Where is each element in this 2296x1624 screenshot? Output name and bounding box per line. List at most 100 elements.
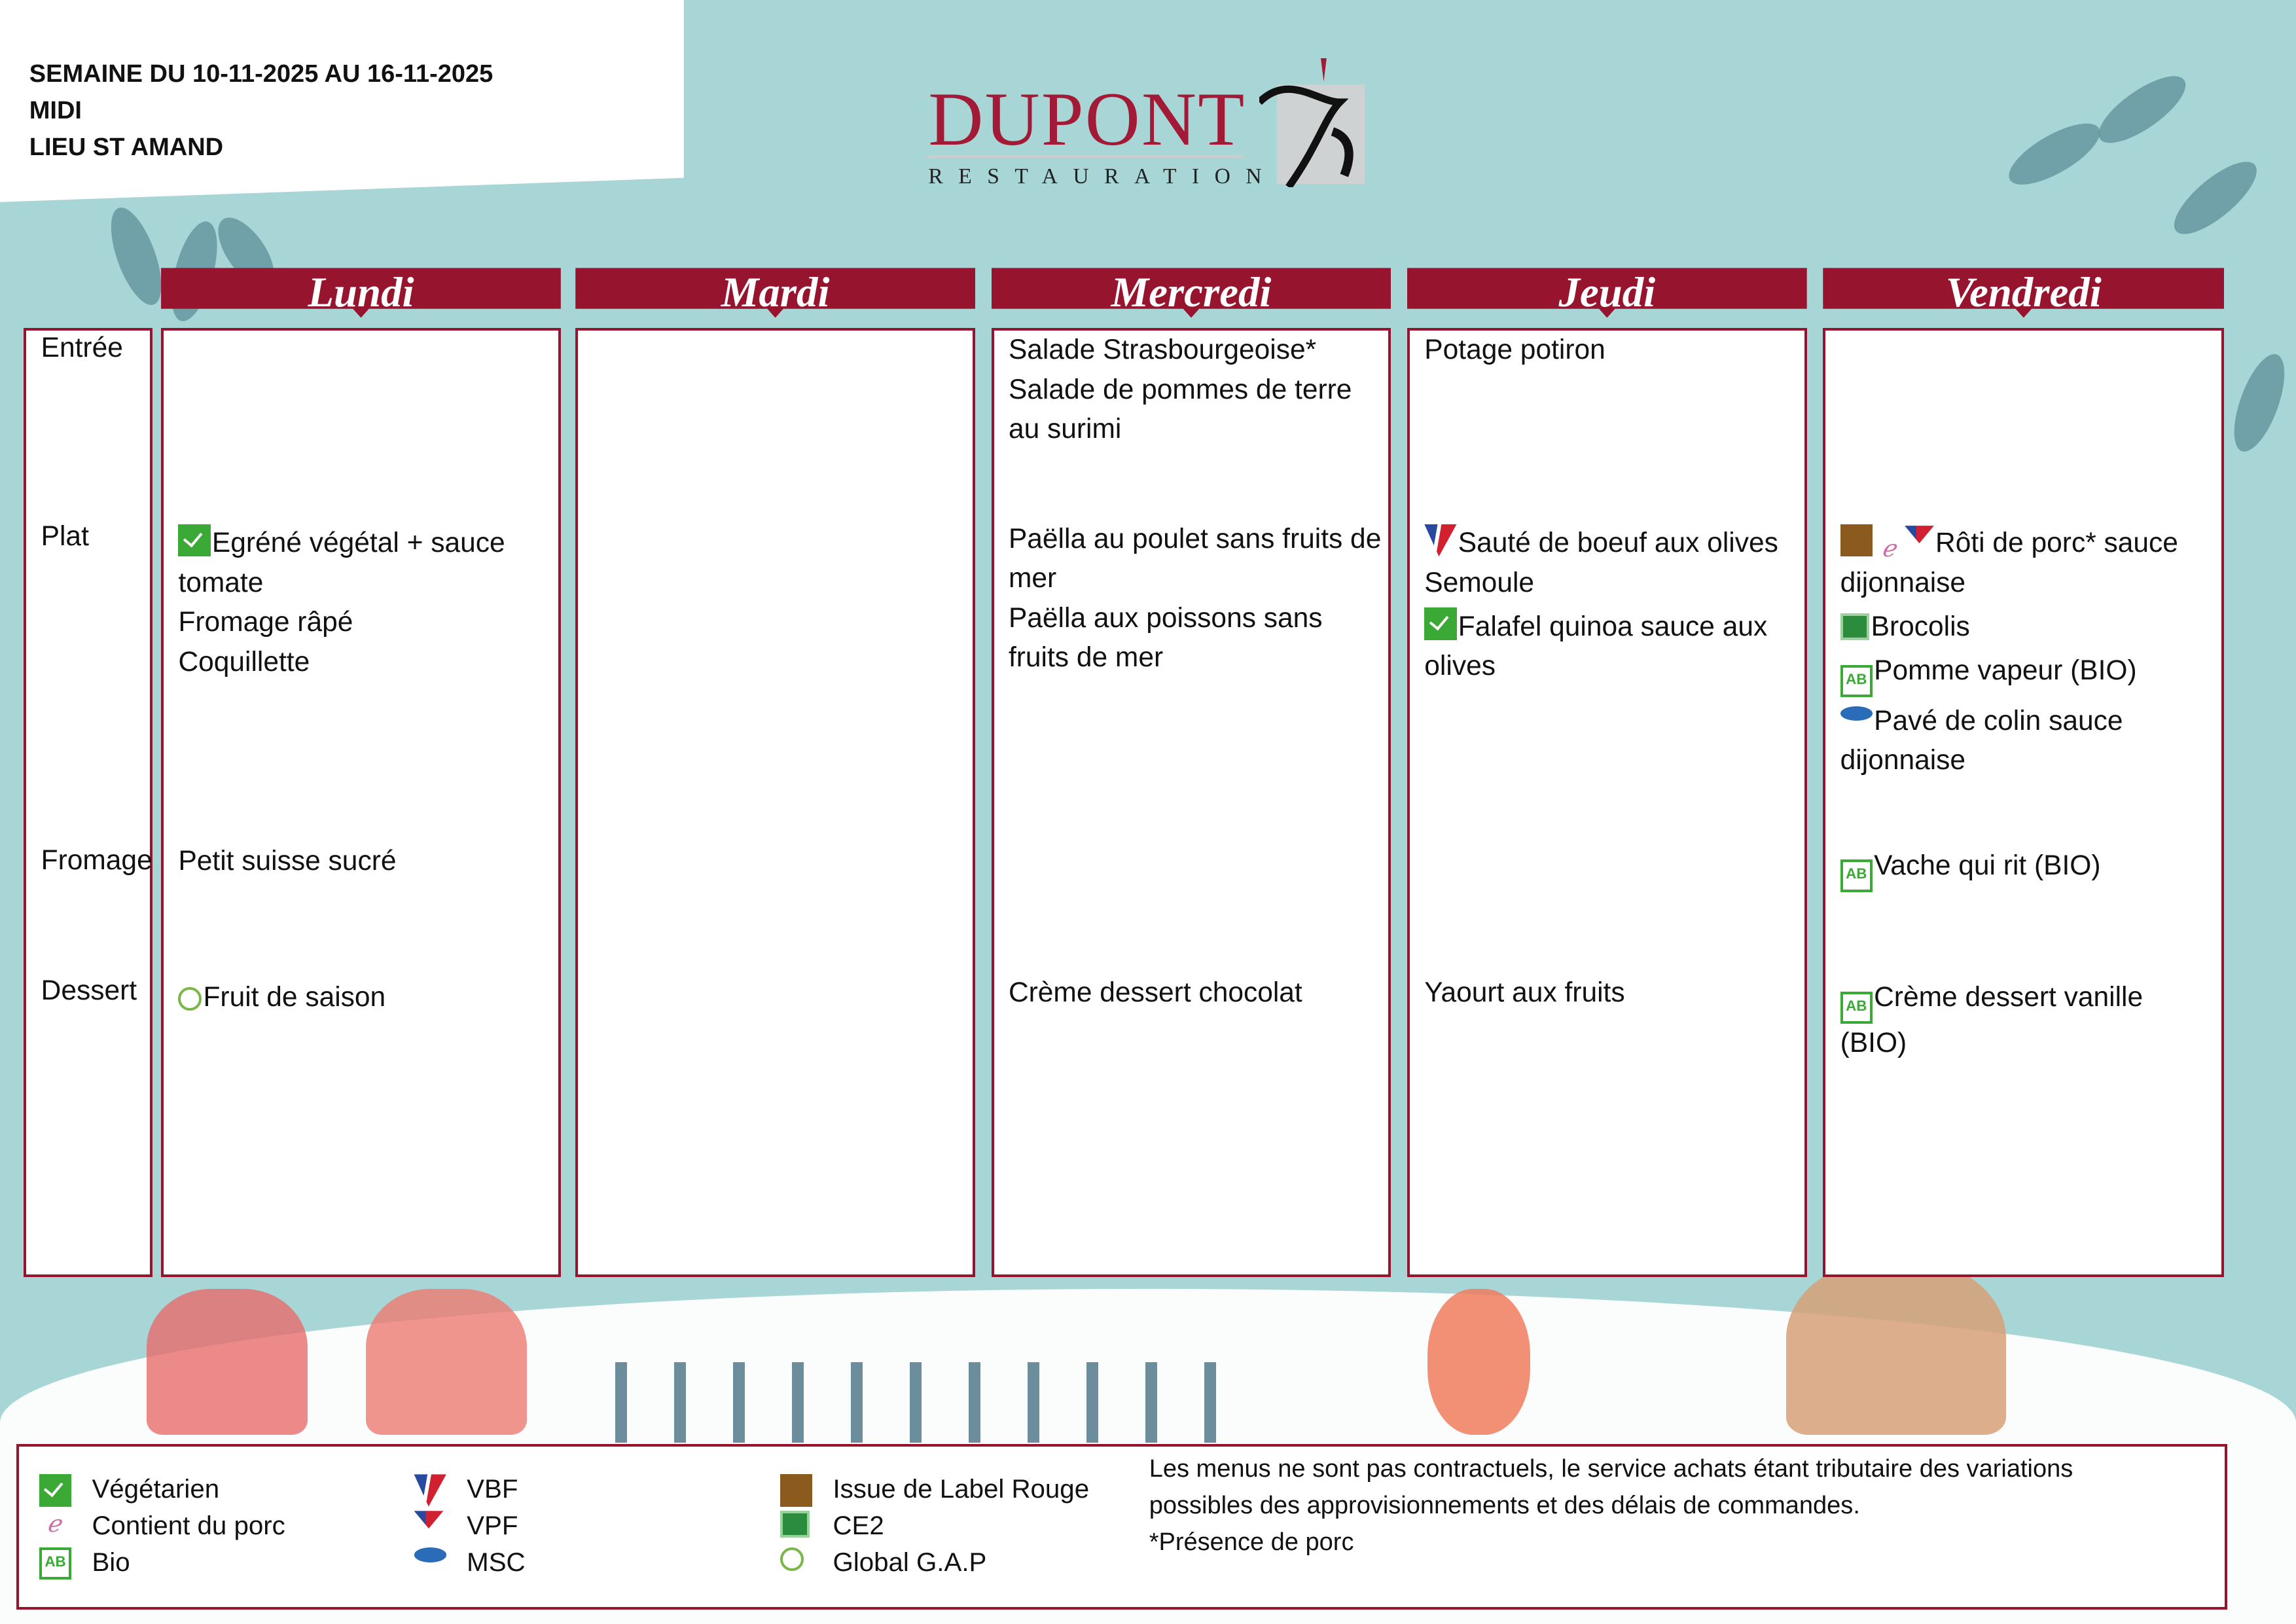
label-rouge-icon	[1840, 524, 1873, 557]
menu-item-text: Petit suisse sucré	[178, 845, 397, 876]
menu-item: Salade de pommes de terre au surimi	[1009, 370, 1382, 450]
row-label-plat: Plat	[41, 521, 89, 552]
logo-subtitle: RESTAURATION	[928, 164, 1278, 189]
pork-note: *Présence de porc	[1149, 1528, 1354, 1557]
msc-icon	[414, 1547, 446, 1562]
menu-item: Paëlla au poulet sans fruits de mer	[1009, 520, 1382, 599]
row-label-dessert: Dessert	[41, 975, 137, 1006]
menu-item: Fromage râpé	[178, 603, 552, 642]
menu-item: Crème dessert chocolat	[1009, 973, 1382, 1013]
ce2-icon	[1840, 613, 1870, 640]
info-card: SEMAINE DU 10-11-2025 AU 16-11-2025 MIDI…	[0, 0, 684, 202]
logo-wordmark: DUPONT	[928, 77, 1246, 162]
legend-label-porc: Contient du porc	[92, 1511, 285, 1541]
plat-cell: Sauté de boeuf aux olives Semoule Falafel …	[1424, 520, 1798, 687]
bio-icon: AB	[1840, 991, 1873, 1024]
menu-item-text: Falafel quinoa sauce aux olives	[1424, 611, 1768, 682]
row-label-fromage: Fromage	[41, 844, 152, 876]
menu-item: AB Pomme vapeur (BIO)	[1840, 651, 2216, 697]
leaf-decoration	[100, 201, 172, 312]
day-header-mercredi: Mercredi	[991, 268, 1391, 318]
menu-item-text: Brocolis	[1871, 611, 1970, 642]
label-rouge-icon	[780, 1474, 813, 1507]
menu-item: ℯ Rôti de porc* sauce dijonnaise	[1840, 524, 2216, 603]
child-sled-illustration	[146, 1288, 308, 1435]
day-column-jeudi: Potage potiron Sauté de boeuf aux olives S…	[1407, 328, 1807, 1277]
porc-icon: ℯ	[46, 1511, 61, 1538]
menu-item-text: Paëlla aux poissons sans fruits de mer	[1008, 602, 1323, 673]
msc-icon	[1840, 706, 1873, 721]
fox-illustration	[1427, 1288, 1530, 1435]
plat-cell: ℯ Rôti de porc* sauce dijonnaise Brocolis A…	[1840, 520, 2216, 781]
menu-item: Fruit de saison	[178, 978, 552, 1017]
menu-item-text: Rôti de porc* sauce dijonnaise	[1840, 528, 2178, 598]
global-gap-icon	[178, 986, 202, 1011]
menu-item: Semoule	[1424, 564, 1798, 603]
legend-label-vegetarian: Végétarien	[92, 1474, 220, 1504]
menu-item-text: Coquillette	[178, 646, 310, 677]
menu-item-text: Crème dessert vanille (BIO)	[1840, 981, 2144, 1058]
row-label-column	[23, 328, 152, 1277]
menu-item: AB Crème dessert vanille (BIO)	[1840, 978, 2216, 1063]
menu-item: Coquillette	[178, 643, 552, 682]
legend-label-global-gap: Global G.A.P	[833, 1547, 987, 1578]
menu-item: Sauté de boeuf aux olives	[1424, 524, 1798, 563]
legend-label-bio: Bio	[92, 1547, 130, 1578]
menu-item-text: Pavé de colin sauce dijonnaise	[1840, 705, 2123, 776]
menu-item-text: Salade de pommes de terre au surimi	[1008, 374, 1352, 444]
dessert-cell: AB Crème dessert vanille (BIO)	[1840, 973, 2216, 1063]
menu-item-text: Salade Strasbourgeoise*	[1008, 334, 1317, 366]
menu-item: Egréné végétal + sauce tomate	[178, 524, 552, 603]
ce2-icon	[780, 1511, 810, 1538]
legend-label-label-rouge: Issue de Label Rouge	[833, 1474, 1090, 1504]
menu-item-text: Vache qui rit (BIO)	[1874, 850, 2101, 881]
vegetarian-icon	[178, 524, 211, 557]
bio-icon: AB	[1840, 664, 1873, 697]
menu-item-text: Crème dessert chocolat	[1008, 977, 1302, 1009]
vegetarian-icon	[39, 1474, 72, 1507]
day-column-vendredi: ℯ Rôti de porc* sauce dijonnaise Brocolis A…	[1823, 328, 2225, 1277]
logo-divider	[928, 155, 1244, 158]
menu-item: Potage potiron	[1424, 331, 1798, 370]
menu-item: Brocolis	[1840, 607, 2216, 647]
menu-item: Paëlla aux poissons sans fruits de mer	[1009, 599, 1382, 678]
vbf-icon	[1424, 524, 1457, 557]
leaf-decoration	[2164, 150, 2267, 245]
day-column-lundi: Egréné végétal + sauce tomate Fromage râp…	[161, 328, 561, 1277]
vpf-icon	[414, 1511, 444, 1529]
child-illustration	[366, 1288, 528, 1435]
plants-illustration	[615, 1362, 1230, 1443]
plat-cell: Egréné végétal + sauce tomate Fromage râp…	[178, 520, 552, 682]
menu-item: Falafel quinoa sauce aux olives	[1424, 607, 1798, 687]
day-header-jeudi: Jeudi	[1407, 268, 1807, 318]
place-label: LIEU ST AMAND	[29, 133, 224, 161]
menu-item-text: Paëlla au poulet sans fruits de mer	[1008, 523, 1382, 594]
menu-item-text: Sauté de boeuf aux olives	[1458, 528, 1778, 559]
day-header-vendredi: Vendredi	[1823, 268, 2225, 318]
menu-item-text: Egréné végétal + sauce tomate	[178, 528, 505, 598]
day-column-mardi	[575, 328, 975, 1277]
disclaimer-line: Les menus ne sont pas contractuels, le s…	[1149, 1455, 2073, 1483]
entree-cell: Salade Strasbourgeoise* Salade de pommes …	[1009, 331, 1382, 449]
leaf-decoration	[2000, 111, 2109, 196]
logo-figure-icon	[1259, 58, 1365, 188]
day-column-mercredi: Salade Strasbourgeoise* Salade de pommes …	[991, 328, 1391, 1277]
entree-cell: Potage potiron	[1424, 331, 1798, 370]
menu-item-text: Yaourt aux fruits	[1424, 977, 1625, 1009]
plat-cell: Paëlla au poulet sans fruits de mer Paëll…	[1009, 520, 1382, 678]
legend-label-msc: MSC	[467, 1547, 526, 1578]
menu-item-text: Pomme vapeur (BIO)	[1874, 655, 2137, 687]
menu-item: Pavé de colin sauce dijonnaise	[1840, 702, 2216, 781]
porc-icon: ℯ	[1881, 535, 1896, 562]
legend-label-ce2: CE2	[833, 1511, 884, 1541]
menu-item-text: Fruit de saison	[203, 981, 386, 1013]
vpf-icon	[1905, 526, 1934, 543]
day-header-lundi: Lundi	[161, 268, 561, 318]
day-header-mardi: Mardi	[575, 268, 975, 318]
leaf-decoration	[2223, 348, 2295, 458]
menu-item-text: Potage potiron	[1424, 334, 1605, 366]
vegetarian-icon	[1424, 607, 1457, 640]
menu-item-text: Semoule	[1424, 567, 1535, 598]
vbf-icon	[414, 1474, 446, 1507]
